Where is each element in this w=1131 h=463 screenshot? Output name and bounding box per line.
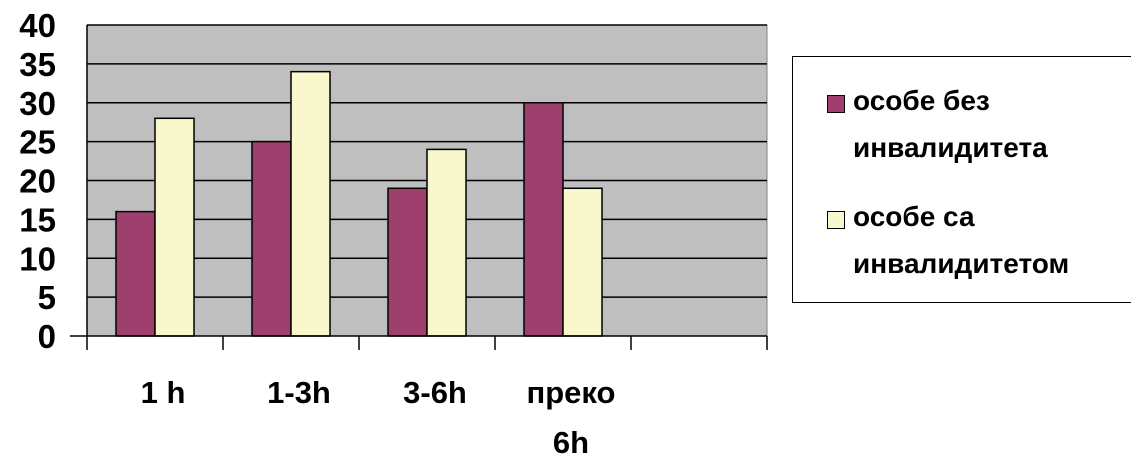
bar-series-2-0 [155,118,194,336]
bar-series-1-1 [252,142,291,336]
bar-series-2-1 [291,72,330,336]
legend: особе без инвалидитета особе са инвалиди… [792,56,1131,303]
x-category-label: 1 h [141,375,186,410]
x-category-label: преко [527,375,616,410]
bar-series-1-2 [388,188,427,336]
legend-label-series-1: особе без инвалидитета [853,77,1048,171]
y-tick-label: 5 [38,279,56,316]
bar-series-2-2 [427,149,466,336]
y-tick-label: 25 [19,124,56,161]
y-tick-label: 10 [19,240,56,277]
legend-swatch-series-2 [827,211,845,229]
legend-item-series-2: особе са инвалидитетом [827,203,1069,287]
bar-series-2-3 [563,188,602,336]
x-category-label: 6h [553,425,589,460]
y-tick-label: 40 [19,7,56,44]
legend-label-line: инвалидитетом [853,240,1069,287]
x-category-label: 3-6h [403,375,467,410]
bar-series-1-0 [116,212,155,336]
y-tick-label: 35 [19,46,56,83]
y-tick-label: 30 [19,85,56,122]
y-tick-label: 15 [19,201,56,238]
x-axis-category-labels: 1 h 1-3h 3-6h преко 6h [141,375,616,460]
x-category-label: 1-3h [267,375,331,410]
legend-label-line: особе без [853,77,1048,124]
legend-swatch-series-1 [827,95,845,113]
y-tick-label: 0 [38,318,56,355]
legend-label-line: инвалидитета [853,124,1048,171]
y-tick-label: 20 [19,163,56,200]
legend-label-series-2: особе са инвалидитетом [853,193,1069,287]
bar-series-1-3 [524,103,563,336]
legend-item-series-1: особе без инвалидитета [827,87,1048,171]
legend-label-line: особе са [853,193,1069,240]
